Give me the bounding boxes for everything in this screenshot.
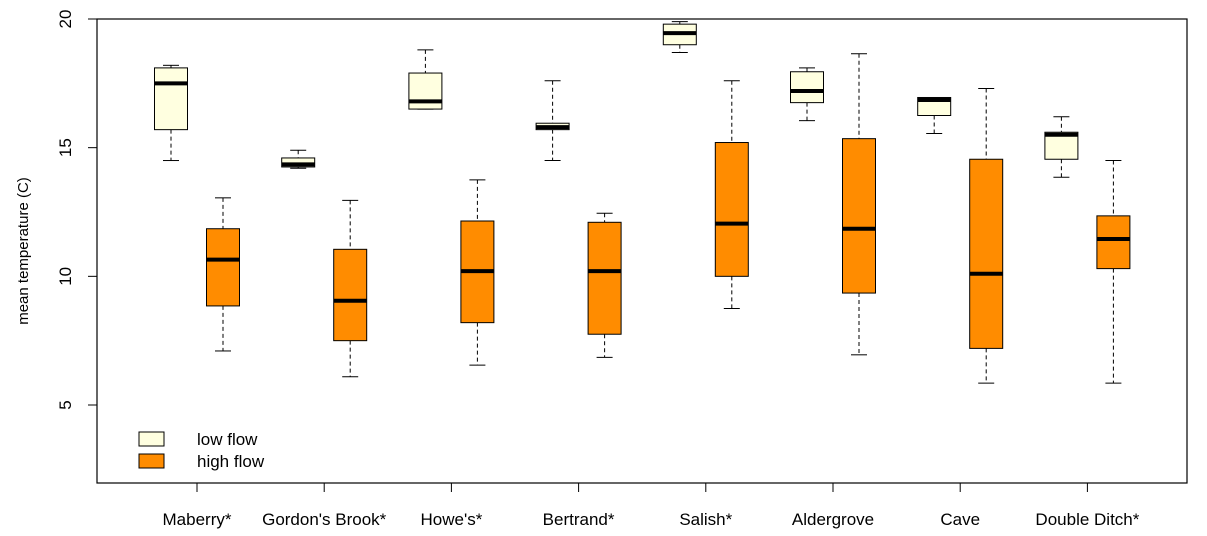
box-high-flow bbox=[333, 199, 368, 378]
legend-label-low-flow: low flow bbox=[197, 430, 258, 449]
x-tick-label: Bertrand* bbox=[543, 510, 615, 529]
iqr-box bbox=[333, 248, 368, 342]
box-low-flow bbox=[790, 67, 824, 122]
x-tick-label: Cave bbox=[940, 510, 980, 529]
y-tick-label: 15 bbox=[56, 138, 75, 157]
x-tick-label: Aldergrove bbox=[792, 510, 874, 529]
box-low-flow bbox=[662, 21, 697, 53]
iqr-box bbox=[1096, 215, 1131, 270]
box-low-flow bbox=[154, 64, 188, 162]
iqr-box bbox=[154, 67, 188, 131]
iqr-box bbox=[408, 72, 443, 110]
iqr-box bbox=[790, 71, 824, 104]
legend-label-high-flow: high flow bbox=[197, 452, 265, 471]
box-high-flow bbox=[206, 197, 240, 352]
x-axis: Maberry* Gordon's Brook* Howe's* Bertrand* S… bbox=[163, 483, 1140, 529]
y-tick-label: 10 bbox=[56, 267, 75, 286]
iqr-box bbox=[206, 228, 240, 307]
legend-swatch-high-flow bbox=[138, 453, 165, 469]
plot-frame bbox=[96, 18, 1188, 484]
legend-swatch-low-flow bbox=[138, 431, 165, 447]
box-high-flow bbox=[969, 87, 1004, 384]
box-high-flow bbox=[714, 80, 749, 309]
x-tick-label: Double Ditch* bbox=[1035, 510, 1139, 529]
x-tick-label: Howe's* bbox=[420, 510, 482, 529]
legend: low flow high flow bbox=[138, 430, 265, 471]
y-axis: 5 10 15 20 bbox=[56, 10, 98, 410]
box-high-flow bbox=[460, 179, 495, 366]
x-tick-label: Gordon's Brook* bbox=[262, 510, 387, 529]
box-high-flow bbox=[842, 53, 876, 356]
y-tick-label: 20 bbox=[56, 10, 75, 29]
iqr-box bbox=[969, 158, 1004, 349]
iqr-box bbox=[842, 138, 876, 294]
y-tick-label: 5 bbox=[56, 400, 75, 409]
y-axis-label: mean temperature (C) bbox=[15, 177, 32, 325]
x-tick-label: Maberry* bbox=[163, 510, 232, 529]
iqr-box bbox=[587, 221, 622, 335]
box-low-flow bbox=[917, 96, 952, 135]
box-series bbox=[154, 21, 1131, 384]
box-low-flow bbox=[535, 80, 570, 162]
x-tick-label: Salish* bbox=[679, 510, 732, 529]
box-low-flow bbox=[281, 149, 316, 169]
iqr-box bbox=[714, 142, 749, 277]
box-high-flow bbox=[587, 212, 622, 358]
box-high-flow bbox=[1096, 160, 1131, 384]
box-low-flow bbox=[1044, 116, 1079, 178]
box-low-flow bbox=[408, 49, 443, 110]
